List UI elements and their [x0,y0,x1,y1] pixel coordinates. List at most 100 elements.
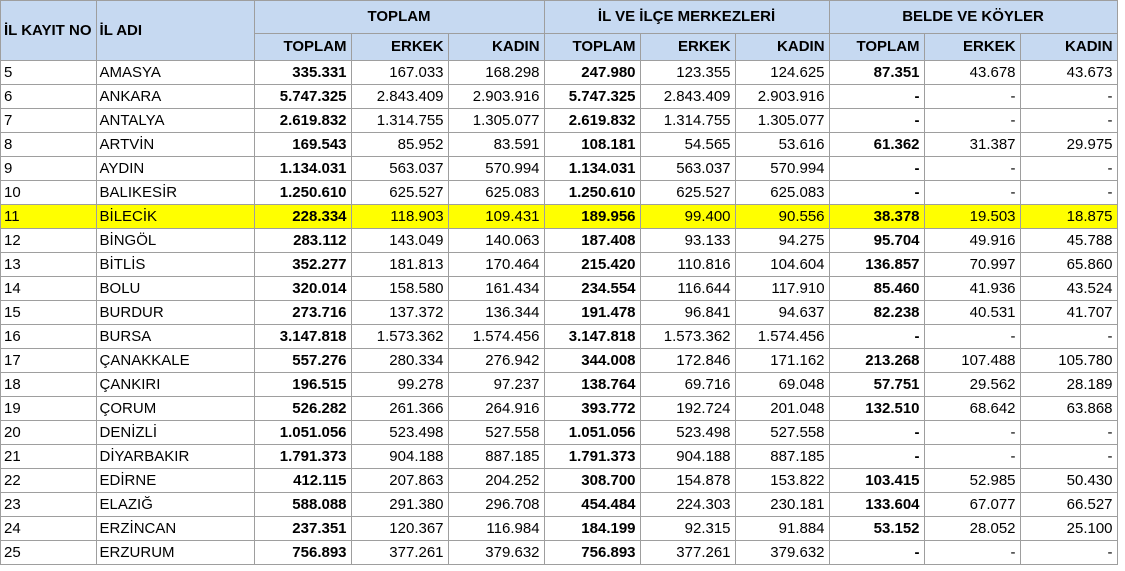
cell-koy-kadin[interactable]: 63.868 [1019,396,1118,421]
cell-merkez-erkek[interactable]: 116.644 [639,276,736,301]
cell-il-adi[interactable]: BİTLİS [95,252,255,277]
cell-koy-toplam[interactable]: - [828,108,925,133]
cell-merkez-kadin[interactable]: 90.556 [734,204,830,229]
cell-koy-toplam[interactable]: 61.362 [828,132,925,157]
cell-merkez-toplam[interactable]: 108.181 [543,132,641,157]
cell-koy-erkek[interactable]: - [923,84,1021,109]
cell-toplam-erkek[interactable]: 1.573.362 [350,324,449,349]
table-row[interactable]: 24 ERZİNCAN 237.351 120.367 116.984 184.199 92… [0,516,1118,541]
table-row[interactable]: 23 ELAZIĞ 588.088 291.380 296.708 454.484 224.… [0,492,1118,517]
cell-il-adi[interactable]: AMASYA [95,60,255,85]
cell-il-kayit-no[interactable]: 14 [0,276,97,301]
cell-koy-toplam[interactable]: 136.857 [828,252,925,277]
cell-toplam-erkek[interactable]: 280.334 [350,348,449,373]
cell-koy-erkek[interactable]: 68.642 [923,396,1021,421]
cell-koy-kadin[interactable]: 43.524 [1019,276,1118,301]
cell-toplam-kadin[interactable]: 379.632 [447,540,545,565]
cell-toplam-erkek[interactable]: 1.314.755 [350,108,449,133]
cell-merkez-erkek[interactable]: 1.314.755 [639,108,736,133]
cell-il-adi[interactable]: BİNGÖL [95,228,255,253]
table-row[interactable]: 11 BİLECİK 228.334 118.903 109.431 189.956 99.… [0,204,1118,229]
cell-merkez-kadin[interactable]: 91.884 [734,516,830,541]
cell-koy-kadin[interactable]: 65.860 [1019,252,1118,277]
cell-il-adi[interactable]: DİYARBAKIR [95,444,255,469]
cell-merkez-kadin[interactable]: 230.181 [734,492,830,517]
cell-merkez-erkek[interactable]: 192.724 [639,396,736,421]
cell-toplam-kadin[interactable]: 109.431 [447,204,545,229]
cell-koy-erkek[interactable]: - [923,420,1021,445]
cell-koy-kadin[interactable]: - [1019,420,1118,445]
cell-merkez-toplam[interactable]: 1.250.610 [543,180,641,205]
cell-koy-kadin[interactable]: 50.430 [1019,468,1118,493]
cell-toplam-erkek[interactable]: 181.813 [350,252,449,277]
cell-koy-toplam[interactable]: 82.238 [828,300,925,325]
cell-merkez-toplam[interactable]: 3.147.818 [543,324,641,349]
cell-toplam-erkek[interactable]: 143.049 [350,228,449,253]
cell-koy-toplam[interactable]: 53.152 [828,516,925,541]
cell-merkez-erkek[interactable]: 96.841 [639,300,736,325]
table-row[interactable]: 20 DENİZLİ 1.051.056 523.498 527.558 1.051.05… [0,420,1118,445]
cell-toplam-toplam[interactable]: 526.282 [253,396,352,421]
cell-merkez-erkek[interactable]: 54.565 [639,132,736,157]
cell-il-adi[interactable]: BOLU [95,276,255,301]
cell-merkez-toplam[interactable]: 189.956 [543,204,641,229]
cell-merkez-erkek[interactable]: 154.878 [639,468,736,493]
cell-merkez-erkek[interactable]: 625.527 [639,180,736,205]
table-row[interactable]: 14 BOLU 320.014 158.580 161.434 234.554 116.64… [0,276,1118,301]
table-row[interactable]: 5 AMASYA 335.331 167.033 168.298 247.980 123.3… [0,60,1118,85]
cell-merkez-erkek[interactable]: 69.716 [639,372,736,397]
cell-koy-toplam[interactable]: 103.415 [828,468,925,493]
header-toplam-kadin[interactable]: KADIN [447,33,545,61]
cell-merkez-kadin[interactable]: 625.083 [734,180,830,205]
cell-koy-erkek[interactable]: 19.503 [923,204,1021,229]
cell-merkez-toplam[interactable]: 138.764 [543,372,641,397]
cell-il-adi[interactable]: ÇANAKKALE [95,348,255,373]
cell-merkez-kadin[interactable]: 94.637 [734,300,830,325]
table-row[interactable]: 15 BURDUR 273.716 137.372 136.344 191.478 96.8… [0,300,1118,325]
cell-merkez-kadin[interactable]: 171.162 [734,348,830,373]
header-group-belde-koy[interactable]: BELDE VE KÖYLER [828,0,1118,34]
cell-il-adi[interactable]: ELAZIĞ [95,492,255,517]
cell-toplam-erkek[interactable]: 118.903 [350,204,449,229]
table-row[interactable]: 18 ÇANKIRI 196.515 99.278 97.237 138.764 69.71… [0,372,1118,397]
cell-koy-toplam[interactable]: 213.268 [828,348,925,373]
cell-toplam-erkek[interactable]: 904.188 [350,444,449,469]
cell-koy-kadin[interactable]: - [1019,84,1118,109]
cell-merkez-erkek[interactable]: 904.188 [639,444,736,469]
cell-koy-toplam[interactable]: - [828,540,925,565]
cell-koy-kadin[interactable]: - [1019,156,1118,181]
cell-merkez-toplam[interactable]: 184.199 [543,516,641,541]
cell-toplam-kadin[interactable]: 136.344 [447,300,545,325]
cell-il-adi[interactable]: ANTALYA [95,108,255,133]
cell-toplam-kadin[interactable]: 264.916 [447,396,545,421]
cell-il-adi[interactable]: AYDIN [95,156,255,181]
header-koy-toplam[interactable]: TOPLAM [828,33,925,61]
cell-il-kayit-no[interactable]: 18 [0,372,97,397]
header-koy-kadin[interactable]: KADIN [1019,33,1118,61]
cell-toplam-kadin[interactable]: 83.591 [447,132,545,157]
cell-merkez-toplam[interactable]: 1.134.031 [543,156,641,181]
cell-koy-toplam[interactable]: - [828,324,925,349]
cell-koy-kadin[interactable]: 28.189 [1019,372,1118,397]
table-row[interactable]: 17 ÇANAKKALE 557.276 280.334 276.942 344.008 1… [0,348,1118,373]
cell-koy-toplam[interactable]: 87.351 [828,60,925,85]
cell-il-kayit-no[interactable]: 10 [0,180,97,205]
cell-merkez-toplam[interactable]: 191.478 [543,300,641,325]
header-group-toplam[interactable]: TOPLAM [253,0,545,34]
cell-koy-toplam[interactable]: 132.510 [828,396,925,421]
cell-merkez-kadin[interactable]: 104.604 [734,252,830,277]
cell-merkez-erkek[interactable]: 93.133 [639,228,736,253]
cell-il-adi[interactable]: ARTVİN [95,132,255,157]
cell-koy-erkek[interactable]: 41.936 [923,276,1021,301]
cell-koy-erkek[interactable]: 107.488 [923,348,1021,373]
cell-koy-erkek[interactable]: - [923,180,1021,205]
cell-koy-erkek[interactable]: 29.562 [923,372,1021,397]
cell-merkez-toplam[interactable]: 2.619.832 [543,108,641,133]
table-row[interactable]: 12 BİNGÖL 283.112 143.049 140.063 187.408 93.1… [0,228,1118,253]
cell-merkez-toplam[interactable]: 5.747.325 [543,84,641,109]
cell-il-adi[interactable]: ÇORUM [95,396,255,421]
cell-toplam-toplam[interactable]: 2.619.832 [253,108,352,133]
cell-koy-kadin[interactable]: - [1019,540,1118,565]
cell-toplam-erkek[interactable]: 99.278 [350,372,449,397]
cell-toplam-toplam[interactable]: 335.331 [253,60,352,85]
